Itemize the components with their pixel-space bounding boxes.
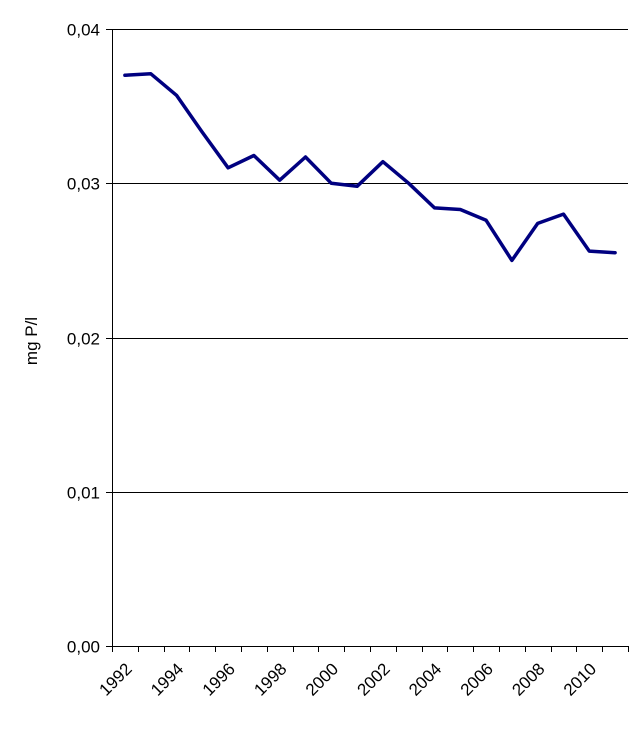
y-tick-label-0: 0,00 xyxy=(67,638,100,657)
x-tick-label-8: 2008 xyxy=(508,659,548,699)
series-group xyxy=(123,71,617,263)
y-tick-label-3: 0,03 xyxy=(67,175,100,194)
axes xyxy=(106,29,629,652)
x-tick-label-6: 2004 xyxy=(405,659,445,699)
series-line-0 xyxy=(123,71,617,263)
x-tick-labels: 1992 1994 1996 1998 2000 2002 2004 2006 2008 2010 xyxy=(96,659,601,699)
y-tick-labels: 0,00 0,01 0,02 0,03 0,04 xyxy=(67,21,100,657)
x-tick-label-5: 2002 xyxy=(354,659,394,699)
x-tick-label-9: 2010 xyxy=(560,659,600,699)
x-tick-label-7: 2006 xyxy=(457,659,497,699)
x-tick-label-1: 1994 xyxy=(147,659,187,699)
gridlines xyxy=(112,29,628,493)
y-tick-label-2: 0,02 xyxy=(67,330,100,349)
x-tick-label-4: 2000 xyxy=(302,659,342,699)
y-axis-title: mg P/l xyxy=(22,317,41,365)
y-tick-label-1: 0,01 xyxy=(67,484,100,503)
x-tick-label-2: 1996 xyxy=(199,659,239,699)
x-tick-label-0: 1992 xyxy=(96,659,136,699)
x-tick-label-3: 1998 xyxy=(250,659,290,699)
y-tick-label-4: 0,04 xyxy=(67,21,100,40)
